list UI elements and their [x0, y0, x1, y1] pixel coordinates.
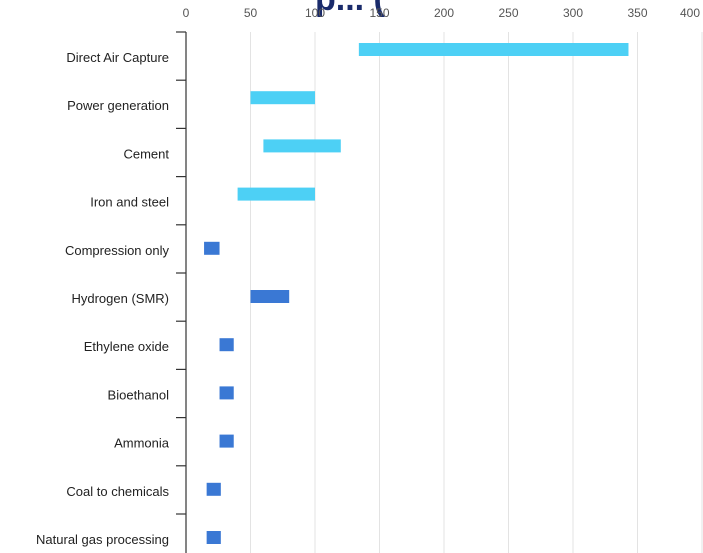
range-bar	[206, 482, 221, 496]
x-tick-label: 150	[369, 6, 389, 20]
x-tick-label: 350	[627, 6, 647, 20]
range-bar	[219, 434, 234, 448]
range-bar	[358, 43, 629, 56]
range-bar	[219, 386, 234, 400]
range-bar	[250, 91, 315, 105]
category-label: Compression only	[65, 243, 170, 258]
x-tick-label: 400	[680, 6, 700, 20]
category-axis: Direct Air Capture Power generation Cement…	[36, 31, 187, 553]
range-bar	[250, 290, 290, 303]
range-bar	[206, 531, 221, 544]
category-label: Coal to chemicals	[66, 484, 169, 499]
x-tick-label: 50	[244, 6, 258, 20]
category-label: Ethylene oxide	[84, 339, 169, 354]
category-label: Bioethanol	[108, 387, 170, 402]
category-label: Direct Air Capture	[66, 50, 169, 65]
x-tick-label: 0	[183, 6, 190, 20]
category-label: Natural gas processing	[36, 532, 169, 547]
chart-title-fragment: p... (	[315, 0, 386, 18]
x-axis-tick-labels: 0 50 100 150 200 250 300 350 400	[183, 6, 701, 20]
category-label: Cement	[123, 146, 169, 161]
x-tick-label: 300	[563, 6, 583, 20]
grid-lines	[250, 32, 703, 553]
category-label: Hydrogen (SMR)	[71, 291, 169, 306]
x-tick-label: 250	[498, 6, 518, 20]
category-label: Ammonia	[114, 436, 170, 451]
bars	[204, 43, 629, 544]
range-bar	[219, 338, 234, 352]
range-bar	[204, 241, 220, 255]
x-tick-label: 200	[434, 6, 454, 20]
x-tick-label: 100	[305, 6, 325, 20]
category-label: Iron and steel	[90, 195, 169, 210]
range-bar	[263, 139, 341, 153]
range-bar	[237, 187, 315, 201]
category-label: Power generation	[67, 98, 169, 113]
